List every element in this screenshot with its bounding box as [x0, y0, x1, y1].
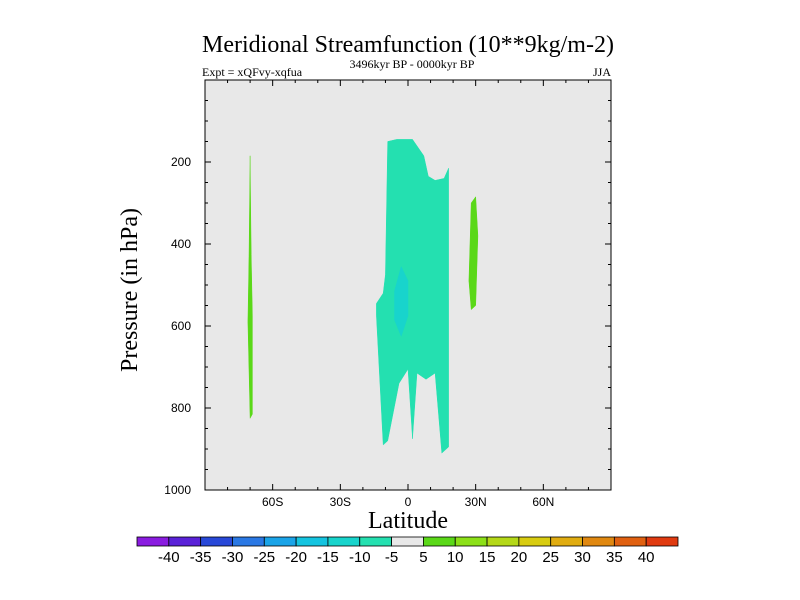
colorbar-swatch: [486, 536, 520, 547]
colorbar-swatch: [200, 536, 233, 547]
chart-subtitle-right: JJA: [593, 65, 611, 79]
colorbar: -40 -35 -30 -25 -20 -15 -10 -5 5 10 15 20 25 30 35 40: [136, 536, 679, 566]
colorbar-label: -25: [253, 549, 275, 566]
y-tick-label: 400: [171, 237, 191, 251]
colorbar-label: 25: [542, 549, 559, 566]
contour-regions: [247, 139, 479, 454]
colorbar-swatch: [168, 536, 202, 547]
colorbar-swatch: [613, 536, 647, 547]
x-tick-label: 30N: [465, 495, 487, 509]
chart-subtitle-left: Expt = xQFvy-xqfua: [202, 65, 303, 79]
x-tick-label: 60S: [262, 495, 283, 509]
x-axis-label: Latitude: [368, 508, 448, 534]
colorbar-swatch: [327, 536, 361, 547]
colorbar-swatch: [295, 536, 329, 547]
y-axis-ticks: 200 400 600 800 1000: [164, 100, 611, 497]
colorbar-swatch: [263, 536, 297, 547]
colorbar-label: 10: [447, 549, 464, 566]
y-tick-label: 1000: [164, 483, 191, 497]
colorbar-label: 15: [479, 549, 496, 566]
colorbar-swatch: [136, 536, 170, 547]
contour-region-positive-cell-70S: [247, 155, 253, 420]
contour-region-negative-band-minus5-to-minus10: [376, 139, 449, 454]
colorbar-label: 20: [511, 549, 528, 566]
contour-region-positive-cell-30N: [468, 196, 479, 311]
y-tick-label: 600: [171, 319, 191, 333]
colorbar-label: 40: [638, 549, 655, 566]
x-axis-ticks: 60S 30S 0 30N 60N: [227, 80, 589, 509]
colorbar-label: -30: [222, 549, 244, 566]
colorbar-swatch: [232, 536, 265, 547]
colorbar-label: -15: [317, 549, 339, 566]
colorbar-label: 30: [574, 549, 591, 566]
colorbar-label: -35: [190, 549, 212, 566]
colorbar-label: -40: [158, 549, 180, 566]
colorbar-label: -20: [285, 549, 307, 566]
chart-title: Meridional Streamfunction (10**9kg/m-2): [202, 32, 614, 58]
colorbar-swatch: [391, 536, 424, 547]
x-tick-label: 30S: [330, 495, 351, 509]
chart-subtitle-center: 3496kyr BP - 0000kyr BP: [350, 57, 475, 71]
y-tick-label: 800: [171, 401, 191, 415]
colorbar-label: -10: [349, 549, 371, 566]
x-tick-label: 60N: [532, 495, 554, 509]
colorbar-label: -5: [385, 549, 398, 566]
colorbar-swatch: [359, 536, 392, 547]
colorbar-swatch: [550, 536, 583, 547]
colorbar-label: 35: [606, 549, 623, 566]
colorbar-swatch: [645, 536, 679, 547]
colorbar-swatch: [423, 536, 456, 547]
contour-region-negative-core-minus10-to-minus15: [394, 265, 409, 338]
x-tick-label: 0: [405, 495, 412, 509]
colorbar-label: 5: [419, 549, 427, 566]
colorbar-swatch: [454, 536, 488, 547]
colorbar-swatch: [582, 536, 615, 547]
colorbar-swatch: [518, 536, 552, 547]
y-axis-label: Pressure (in hPa): [117, 208, 143, 372]
y-tick-label: 200: [171, 155, 191, 169]
